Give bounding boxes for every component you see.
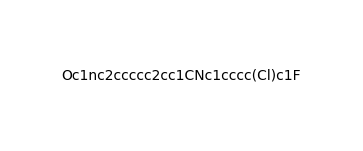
Text: Oc1nc2ccccc2cc1CNc1cccc(Cl)c1F: Oc1nc2ccccc2cc1CNc1cccc(Cl)c1F	[62, 69, 301, 82]
